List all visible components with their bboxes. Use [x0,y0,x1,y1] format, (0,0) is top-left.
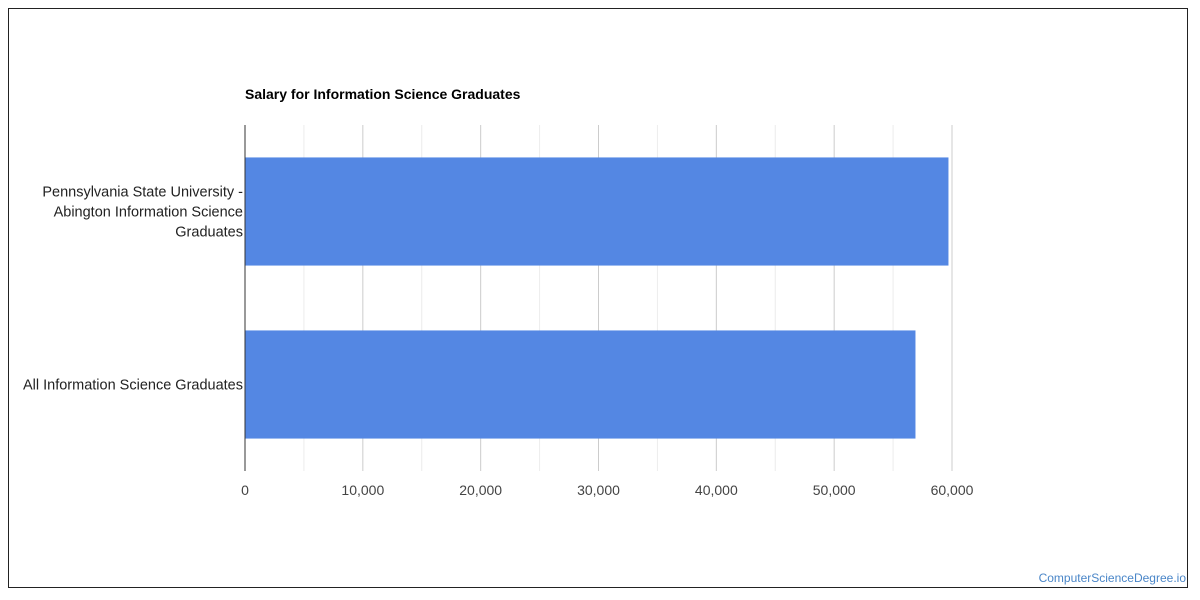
category-label-line: All Information Science Graduates [23,378,243,394]
x-tick-label: 60,000 [931,482,974,498]
x-tick-label: 30,000 [577,482,620,498]
bar [245,157,949,266]
category-label-line: Graduates [175,225,243,241]
category-label: Pennsylvania State University - Abington … [42,185,243,241]
category-label-line: Pennsylvania State University - [42,185,243,201]
x-tick-label: 50,000 [813,482,856,498]
x-tick-label: 40,000 [695,482,738,498]
category-labels: Pennsylvania State University - Abington … [23,185,243,394]
tick-labels: 0 10,000 20,000 30,000 40,000 50,000 60,000 [241,482,974,498]
x-tick-label: 10,000 [341,482,384,498]
chart-title: Salary for Information Science Graduates [245,86,521,102]
bar [245,330,916,439]
category-label-line: Abington Information Science [54,205,243,221]
x-tick-label: 20,000 [459,482,502,498]
source-link[interactable]: ComputerScienceDegree.io [1038,571,1186,585]
x-tick-label: 0 [241,482,249,498]
category-label: All Information Science Graduates [23,378,243,394]
bars [245,157,949,439]
